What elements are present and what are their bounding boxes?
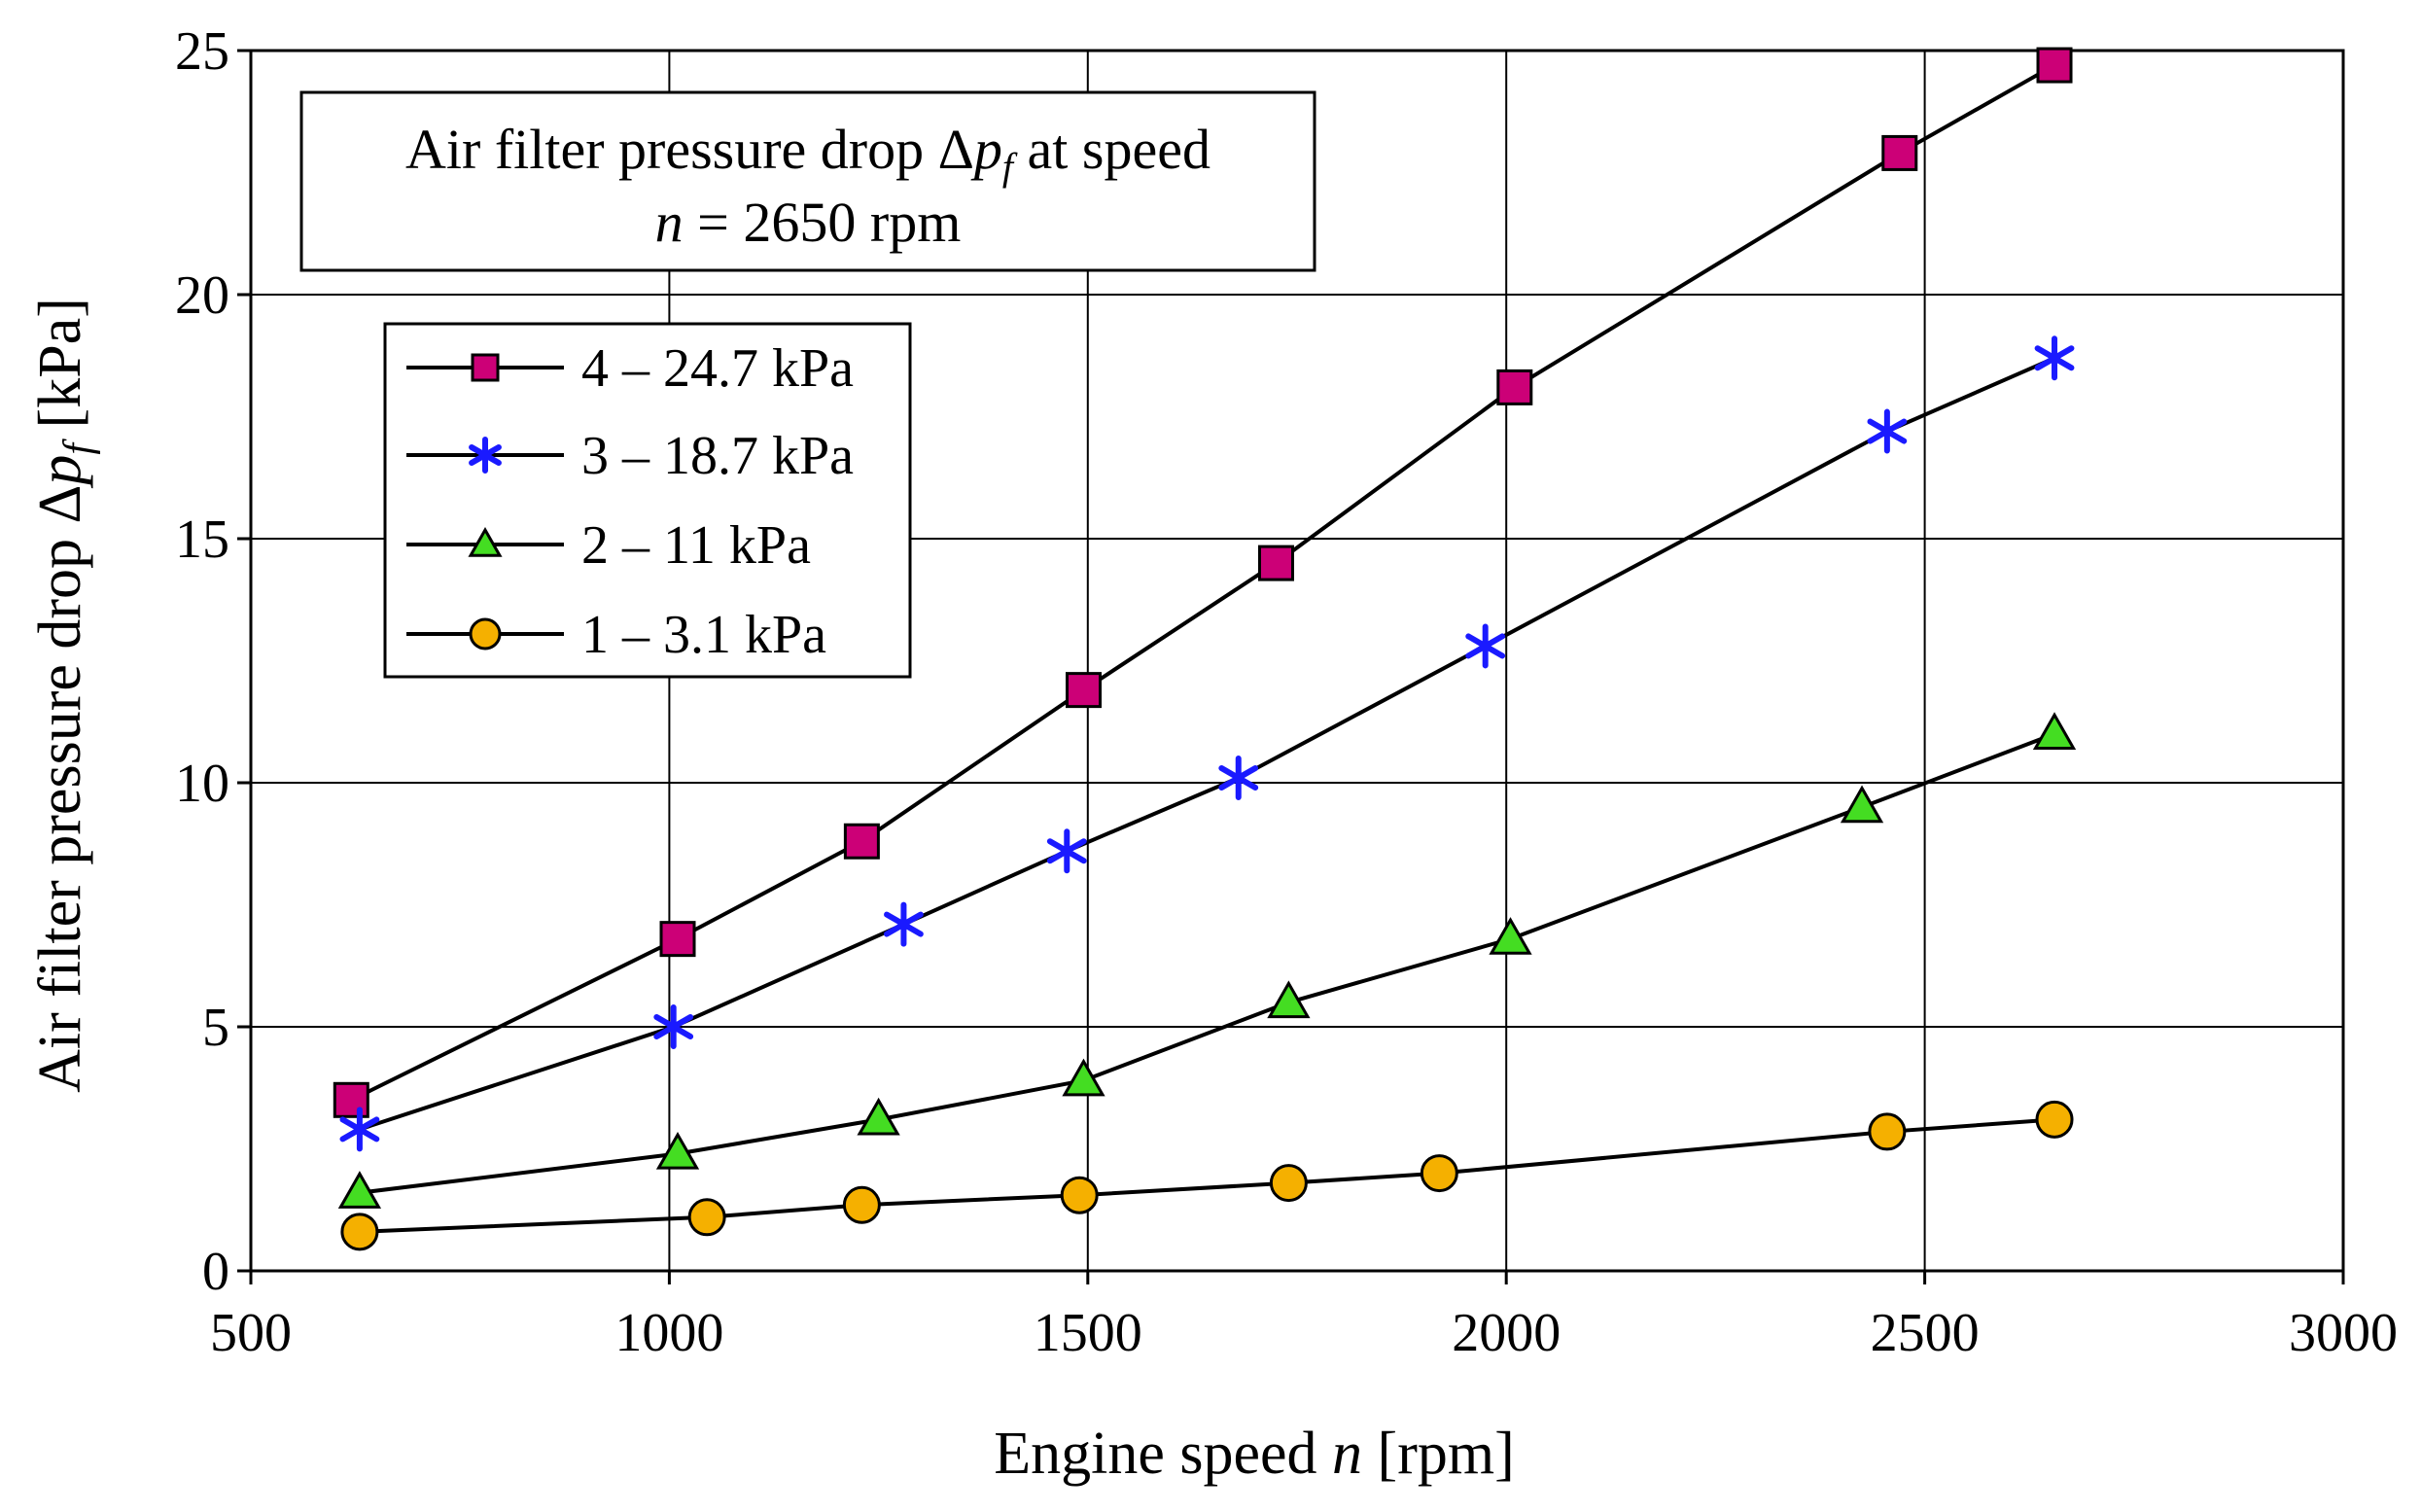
data-point xyxy=(659,921,696,958)
legend: 4 – 24.7 kPa 3 – 18.7 kPa 2 – 11 kPa 1 – 3.… xyxy=(383,322,912,679)
x-tick-label: 1000 xyxy=(614,1303,723,1363)
legend-entry-4: 1 – 3.1 kPa xyxy=(406,605,826,665)
series-line xyxy=(359,356,2055,1132)
data-point xyxy=(653,1004,694,1049)
data-point xyxy=(1881,134,1918,171)
data-point xyxy=(1257,545,1294,581)
data-point xyxy=(2036,47,2073,84)
series-2 xyxy=(339,335,2075,1152)
data-point xyxy=(842,1185,881,1224)
x-axis-title-prefix: Engine speed xyxy=(994,1421,1332,1487)
legend-entry-1: 4 – 24.7 kPa xyxy=(406,338,854,399)
annotation-line-1: Air filter pressure drop Δpf at speed xyxy=(405,118,1210,189)
y-tick-label: 25 xyxy=(175,21,229,82)
data-point xyxy=(1267,980,1311,1019)
series-line xyxy=(350,63,2056,1103)
legend-marker xyxy=(471,353,500,382)
legend-marker xyxy=(469,617,502,651)
series-4 xyxy=(340,1100,2074,1251)
data-point xyxy=(1060,1176,1099,1214)
data-point xyxy=(340,1213,379,1251)
data-point xyxy=(1867,408,1908,454)
legend-label: 2 – 11 kPa xyxy=(581,515,811,576)
data-point xyxy=(2032,712,2077,750)
data-point xyxy=(2035,1100,2074,1139)
y-tick-label: 15 xyxy=(175,510,229,570)
data-point xyxy=(333,1081,369,1118)
data-point xyxy=(1046,828,1087,874)
data-point xyxy=(687,1198,726,1237)
data-point xyxy=(857,1097,900,1136)
series-line xyxy=(359,731,2055,1195)
y-axis-ticks: 0 5 10 15 20 25 xyxy=(175,21,251,1302)
data-point xyxy=(884,901,924,947)
annotation-line-1-suffix: at speed xyxy=(1013,118,1210,181)
annotation-line-2-suffix: = 2650 rpm xyxy=(684,191,962,254)
y-tick-label: 10 xyxy=(175,754,229,814)
data-point xyxy=(339,1107,380,1152)
y-tick-label: 0 xyxy=(202,1242,229,1302)
series-layer xyxy=(333,47,2077,1251)
y-axis-title-suffix: [kPa] xyxy=(27,298,93,443)
data-point xyxy=(2034,335,2075,381)
data-point xyxy=(1868,1112,1907,1151)
data-point xyxy=(1489,917,1532,955)
legend-entry-2: 3 – 18.7 kPa xyxy=(406,426,854,486)
annotation-box: Air filter pressure drop Δpf at speed n … xyxy=(299,90,1316,272)
x-tick-label: 1500 xyxy=(1034,1303,1142,1363)
annotation-line-1-var: p xyxy=(970,118,1002,181)
series-line xyxy=(359,1117,2055,1234)
data-point xyxy=(1269,1164,1308,1203)
legend-label: 3 – 18.7 kPa xyxy=(581,426,854,486)
annotation-line-2: n = 2650 rpm xyxy=(655,191,962,254)
annotation-line-2-var: n xyxy=(655,191,684,254)
annotation-line-1-prefix: Air filter pressure drop Δ xyxy=(405,118,974,181)
x-tick-label: 2500 xyxy=(1871,1303,1980,1363)
data-point xyxy=(1420,1154,1458,1193)
legend-label: 1 – 3.1 kPa xyxy=(581,605,826,665)
data-point xyxy=(1496,369,1533,405)
y-tick-label: 5 xyxy=(202,998,229,1058)
y-axis-title: Air filter pressure drop Δpf [kPa] xyxy=(27,298,101,1093)
data-point xyxy=(1062,1058,1105,1097)
data-point xyxy=(655,1131,700,1170)
legend-frame xyxy=(383,322,912,679)
y-axis-title-prefix: Air filter pressure drop Δ xyxy=(27,485,93,1093)
data-point xyxy=(1840,785,1884,824)
data-point xyxy=(337,1171,382,1209)
series-3 xyxy=(337,712,2077,1209)
x-tick-label: 2000 xyxy=(1452,1303,1561,1363)
x-tick-label: 3000 xyxy=(2289,1303,2398,1363)
x-axis-title-var: n xyxy=(1332,1421,1362,1487)
data-point xyxy=(1218,755,1259,800)
x-axis-title: Engine speed n [rpm] xyxy=(994,1421,1514,1487)
legend-label: 4 – 24.7 kPa xyxy=(581,338,854,399)
plot-area-frame xyxy=(249,49,2345,1273)
data-point xyxy=(843,823,880,860)
legend-entry-3: 2 – 11 kPa xyxy=(406,515,811,576)
data-point xyxy=(1065,672,1102,709)
annotation-frame xyxy=(299,90,1316,272)
data-point xyxy=(1465,623,1506,669)
series-1 xyxy=(333,47,2073,1118)
x-tick-label: 500 xyxy=(210,1303,292,1363)
x-axis-title-suffix: [rpm] xyxy=(1362,1421,1515,1487)
legend-marker xyxy=(469,437,502,474)
legend-marker xyxy=(468,527,503,557)
x-axis-ticks: 500 1000 1500 2000 2500 3000 xyxy=(210,1271,2398,1363)
y-axis-title-var: p xyxy=(27,455,93,489)
y-tick-label: 20 xyxy=(175,265,229,326)
